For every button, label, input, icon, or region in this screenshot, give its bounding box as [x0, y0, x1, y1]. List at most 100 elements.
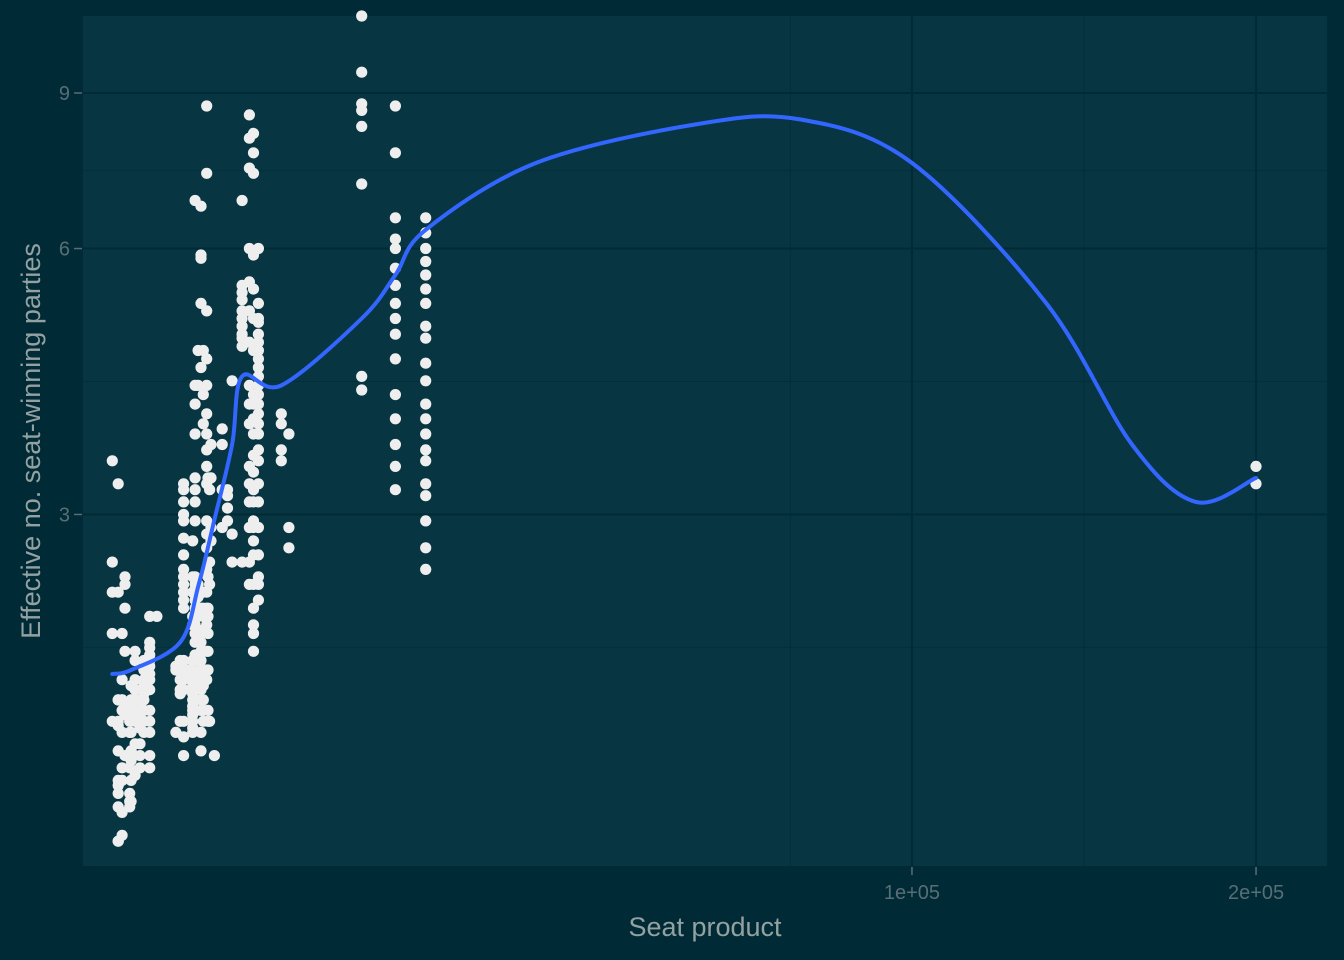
data-point [201, 353, 213, 365]
data-point [247, 127, 260, 139]
data-point [420, 542, 432, 554]
data-point [138, 694, 150, 706]
data-point [144, 762, 156, 774]
data-point [275, 418, 287, 430]
data-point [236, 194, 248, 207]
data-point [221, 502, 234, 514]
data-point [106, 556, 118, 568]
data-point [116, 774, 128, 787]
data-point [247, 602, 260, 614]
data-point [420, 212, 432, 224]
data-point [420, 490, 432, 502]
data-point [178, 586, 190, 598]
data-point [389, 353, 401, 365]
data-point [201, 100, 213, 112]
data-point [202, 664, 214, 676]
data-point [420, 515, 432, 527]
data-point [195, 654, 207, 667]
data-point [134, 750, 146, 762]
data-point [247, 627, 260, 640]
data-point [189, 515, 201, 527]
data-point [144, 674, 156, 686]
data-point [129, 684, 141, 696]
data-point [189, 619, 201, 631]
data-point [252, 521, 264, 534]
data-point [247, 147, 260, 159]
data-point [144, 750, 156, 762]
data-point [144, 684, 156, 696]
data-point [195, 252, 207, 264]
data-point [252, 344, 264, 357]
data-point [275, 408, 287, 420]
data-point [252, 361, 264, 374]
data-point [389, 438, 401, 451]
data-point [221, 490, 234, 502]
data-point [216, 423, 228, 435]
y-tick-label: 9 [59, 83, 70, 105]
data-point [178, 684, 190, 696]
data-point [247, 645, 260, 657]
data-point [178, 594, 190, 606]
line-layer [110, 114, 1258, 676]
data-point [252, 594, 264, 606]
data-point [201, 460, 213, 472]
x-tick-label: 1e+05 [884, 882, 940, 904]
data-point [195, 361, 207, 374]
data-point [178, 578, 190, 591]
data-point [208, 750, 220, 762]
data-point [202, 602, 214, 614]
data-point [205, 472, 217, 484]
data-point [197, 344, 209, 357]
data-point [216, 438, 228, 451]
data-point [112, 586, 124, 598]
data-point [129, 645, 141, 657]
points-layer [106, 10, 1262, 847]
data-point [389, 147, 401, 159]
data-point [189, 398, 201, 410]
data-point [204, 715, 216, 727]
data-point [356, 10, 368, 22]
data-point [187, 726, 199, 739]
data-point [243, 109, 255, 121]
data-point [151, 610, 163, 623]
data-point [389, 389, 401, 401]
data-point [252, 336, 264, 348]
data-point [389, 279, 401, 291]
data-point [236, 312, 248, 325]
data-point [389, 100, 401, 112]
data-point [221, 515, 234, 527]
data-point [275, 455, 287, 467]
data-point [243, 379, 255, 391]
data-point [129, 674, 141, 686]
data-point [420, 428, 432, 440]
data-point [189, 484, 201, 496]
data-point [134, 762, 146, 774]
data-point [202, 704, 214, 717]
data-point [283, 521, 295, 534]
data-point [106, 455, 118, 467]
data-point [178, 515, 190, 527]
data-point [178, 750, 190, 762]
data-point [125, 754, 137, 767]
data-point [252, 389, 264, 401]
data-point [226, 556, 238, 568]
data-point [420, 242, 432, 255]
data-point [247, 619, 260, 631]
data-point [201, 408, 213, 420]
data-point [389, 328, 401, 340]
data-point [252, 496, 264, 508]
data-point [283, 428, 295, 440]
data-point [389, 460, 401, 472]
data-point [247, 283, 260, 295]
data-point [236, 320, 248, 332]
data-point [201, 428, 213, 440]
data-point [389, 242, 401, 255]
data-point [243, 336, 255, 348]
data-point [252, 444, 264, 456]
data-point [195, 745, 207, 757]
data-point [202, 610, 214, 623]
data-point [252, 478, 264, 490]
data-point [187, 535, 199, 547]
data-point [119, 578, 131, 591]
data-point [389, 297, 401, 309]
